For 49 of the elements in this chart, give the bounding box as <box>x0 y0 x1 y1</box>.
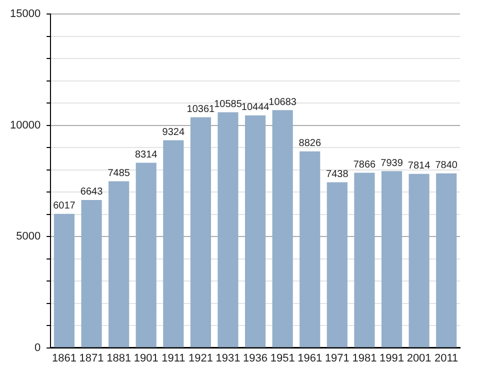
bar <box>381 171 402 348</box>
x-tick-label: 1991 <box>380 352 404 364</box>
x-tick-label: 2001 <box>406 352 432 364</box>
x-tick-label: 2011 <box>434 352 458 364</box>
bar <box>81 200 102 348</box>
x-tick-label: 1901 <box>134 352 158 364</box>
y-tick-label: 15000 <box>10 8 41 20</box>
data-label: 8314 <box>134 150 158 161</box>
bar <box>54 214 75 348</box>
data-label: 7438 <box>326 169 349 180</box>
data-label: 7814 <box>408 160 431 172</box>
y-tick-label: 10000 <box>10 119 41 132</box>
bar <box>190 117 211 348</box>
x-tick-label: 1911 <box>162 352 186 364</box>
data-label: 7866 <box>353 160 376 171</box>
bar <box>136 162 156 348</box>
x-tick-label: 1921 <box>188 352 213 364</box>
data-label: 10361 <box>186 104 216 115</box>
bar <box>408 174 430 348</box>
data-label: 7939 <box>380 158 404 169</box>
data-label: 10683 <box>268 96 297 108</box>
data-label: 8826 <box>298 138 322 150</box>
data-label: 7485 <box>108 168 130 179</box>
bar <box>354 172 375 348</box>
bar <box>326 182 348 348</box>
x-tick-label: 1871 <box>79 352 104 364</box>
bar <box>300 151 320 348</box>
bar <box>245 115 266 348</box>
data-label: 9324 <box>162 127 185 138</box>
x-tick-label: 1936 <box>243 352 268 364</box>
x-tick-label: 1971 <box>324 352 350 364</box>
bar <box>436 173 457 348</box>
data-label: 7840 <box>435 160 458 172</box>
bar <box>218 112 238 348</box>
data-label: 6643 <box>80 186 104 198</box>
bar <box>163 140 184 348</box>
x-tick-label: 1951 <box>270 352 295 364</box>
x-tick-label: 1861 <box>52 352 76 364</box>
data-label: 10444 <box>241 102 270 114</box>
bar <box>108 181 130 348</box>
x-tick-label: 1881 <box>106 352 132 364</box>
bar <box>272 110 293 348</box>
data-label: 6017 <box>53 200 76 212</box>
x-tick-label: 1961 <box>298 352 322 364</box>
y-tick-label: 5000 <box>16 230 41 243</box>
x-tick-label: 1981 <box>352 352 377 364</box>
data-label: 10585 <box>214 99 242 110</box>
x-tick-label: 1931 <box>216 352 240 364</box>
y-tick-label: 0 <box>34 342 41 354</box>
